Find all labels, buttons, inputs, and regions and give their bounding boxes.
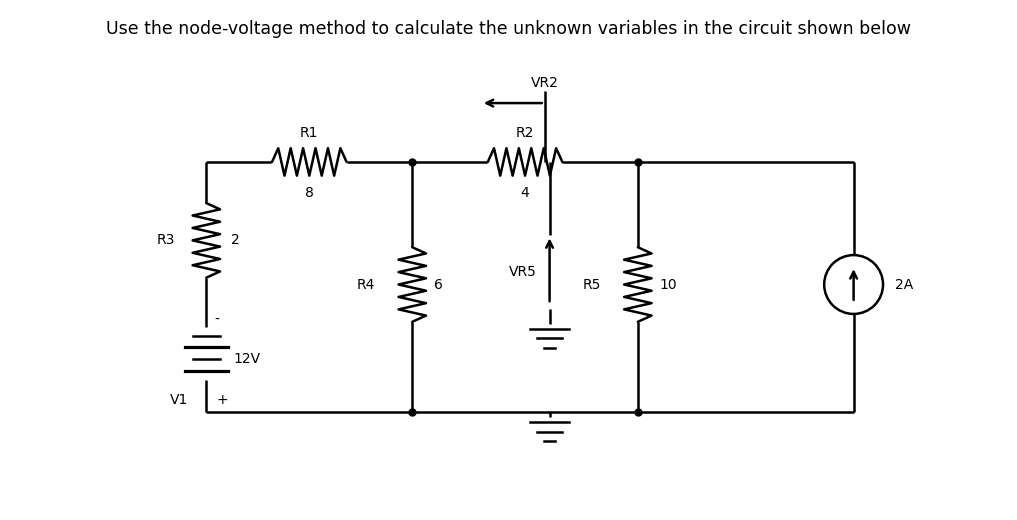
Text: Use the node-voltage method to calculate the unknown variables in the circuit sh: Use the node-voltage method to calculate… (106, 20, 911, 38)
Text: 4: 4 (521, 187, 530, 200)
Text: 2: 2 (231, 233, 240, 248)
Text: R1: R1 (300, 126, 318, 140)
Text: 2A: 2A (895, 278, 913, 292)
Text: R2: R2 (516, 126, 534, 140)
Text: +: + (217, 393, 228, 407)
Text: -: - (215, 313, 219, 327)
Text: R3: R3 (157, 233, 175, 248)
Text: R4: R4 (357, 278, 375, 292)
Text: V1: V1 (170, 393, 188, 407)
Text: 6: 6 (434, 278, 442, 292)
Text: VR5: VR5 (508, 265, 537, 279)
Text: VR2: VR2 (531, 76, 558, 90)
Text: 10: 10 (659, 278, 677, 292)
Text: R5: R5 (582, 278, 601, 292)
Text: 8: 8 (305, 187, 314, 200)
Text: 12V: 12V (234, 352, 261, 366)
